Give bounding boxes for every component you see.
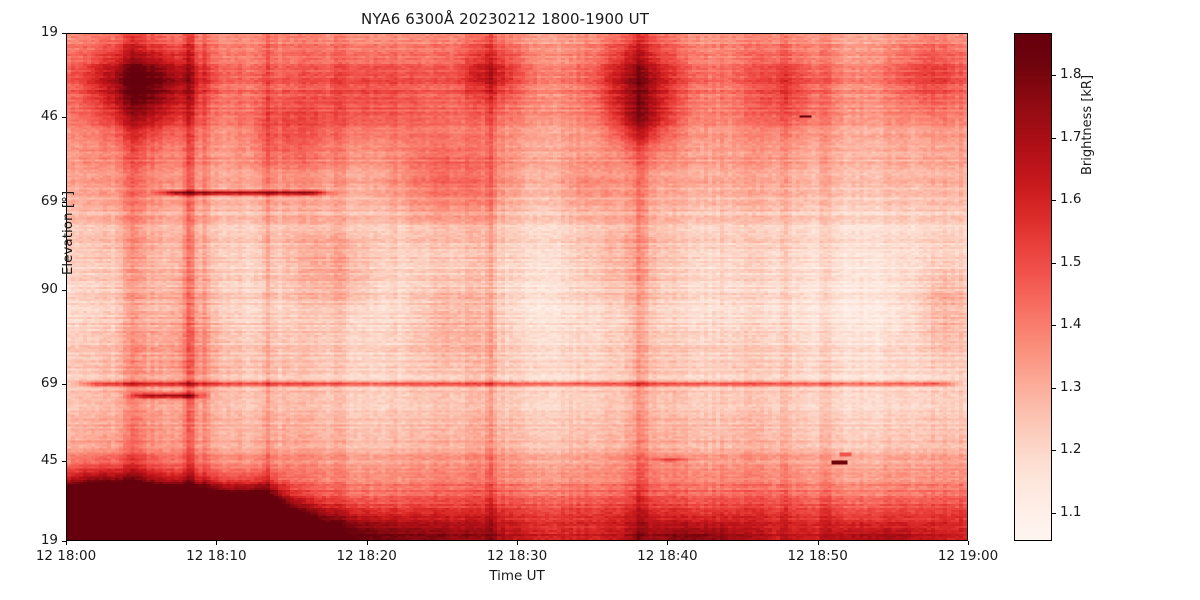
colorbar-tick-label: 1.8 xyxy=(1060,66,1082,83)
colorbar[interactable] xyxy=(1014,33,1052,541)
y-tick-mark xyxy=(62,33,66,34)
x-tick-label: 12 18:50 xyxy=(787,548,848,564)
y-tick-label: 69 xyxy=(40,374,58,391)
y-tick-mark xyxy=(62,461,66,462)
y-axis-label: Elevation [°] xyxy=(60,190,76,276)
colorbar-tick-label: 1.5 xyxy=(1060,253,1082,270)
x-tick-mark xyxy=(968,541,969,545)
y-tick-label: 46 xyxy=(40,108,58,125)
colorbar-label: Brightness [kR] xyxy=(1080,74,1095,176)
y-tick-mark xyxy=(62,290,66,291)
colorbar-tick-label: 1.7 xyxy=(1060,128,1082,145)
x-tick-label: 12 18:20 xyxy=(336,548,397,564)
y-tick-label: 45 xyxy=(40,451,58,468)
colorbar-tick-mark xyxy=(1052,325,1056,326)
chart-title: NYA6 6300Å 20230212 1800-1900 UT xyxy=(361,10,649,28)
colorbar-tick-label: 1.1 xyxy=(1060,503,1082,520)
x-tick-label: 12 18:10 xyxy=(186,548,247,564)
colorbar-tick-label: 1.6 xyxy=(1060,191,1082,208)
y-tick-label: 19 xyxy=(40,24,58,40)
x-tick-label: 12 18:30 xyxy=(486,548,548,564)
colorbar-tick-label: 1.2 xyxy=(1060,441,1082,458)
x-tick-mark xyxy=(66,541,67,545)
colorbar-tick-mark xyxy=(1052,513,1056,514)
colorbar-tick-mark xyxy=(1052,388,1056,389)
x-tick-label: 12 18:00 xyxy=(35,548,97,564)
y-tick-mark xyxy=(62,202,66,203)
y-tick-mark xyxy=(62,541,66,542)
x-tick-mark xyxy=(667,541,668,545)
heatmap-canvas[interactable] xyxy=(67,34,967,540)
y-tick-label: 19 xyxy=(40,532,58,548)
x-tick-mark xyxy=(818,541,819,545)
colorbar-tick-label: 1.3 xyxy=(1060,378,1082,395)
colorbar-canvas xyxy=(1015,34,1051,540)
y-tick-mark xyxy=(62,384,66,385)
colorbar-tick-mark xyxy=(1052,138,1056,139)
colorbar-tick-label: 1.4 xyxy=(1060,316,1082,333)
x-tick-label: 12 18:40 xyxy=(637,548,698,564)
x-tick-mark xyxy=(517,541,518,545)
heatmap-axes[interactable] xyxy=(66,33,968,541)
colorbar-tick-mark xyxy=(1052,200,1056,201)
y-tick-label: 90 xyxy=(40,280,58,297)
x-tick-label: 12 19:00 xyxy=(937,548,999,564)
colorbar-tick-mark xyxy=(1052,263,1056,264)
y-tick-label: 69 xyxy=(40,193,58,209)
colorbar-tick-mark xyxy=(1052,75,1056,76)
colorbar-tick-mark xyxy=(1052,450,1056,451)
y-tick-mark xyxy=(62,117,66,118)
x-tick-mark xyxy=(216,541,217,545)
x-axis-label: Time UT xyxy=(489,568,545,584)
x-tick-mark xyxy=(367,541,368,545)
